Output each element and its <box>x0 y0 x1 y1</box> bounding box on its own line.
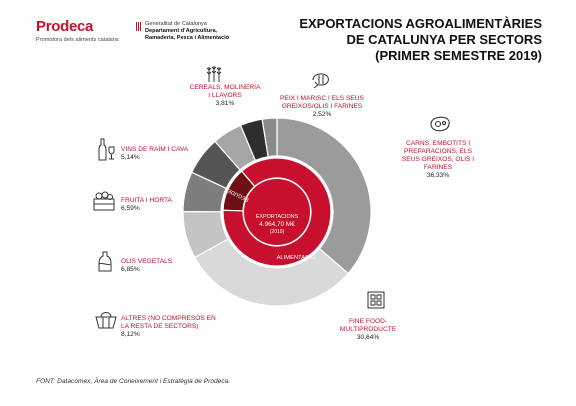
label-fruita-name-1: FRUITA I HORTA <box>121 197 172 204</box>
title-line-3: (PRIMER SEMESTRE 2019) <box>375 48 542 63</box>
label-olis-name-1: OLIS VEGETALS <box>121 258 173 265</box>
inner-segment-0 <box>222 157 332 267</box>
prodeca-logo: Prodeca Promotora dels aliments catalans <box>36 18 156 52</box>
generalitat-logo: Generalitat de Catalunya Departament d’A… <box>136 21 276 51</box>
label-fine-name-2: MULTIPRODUCTE <box>339 326 397 333</box>
label-altres-pct: 8,12% <box>121 331 140 338</box>
label-olis-pct: 6,85% <box>121 266 140 273</box>
wheat-icon <box>206 66 222 82</box>
label-peix-name-1: PEIX I MARISC I ELS SEUS <box>280 95 364 102</box>
label-carns: CARNS, EMBOTITS I PREPARACIONS, ELS SEUS… <box>392 140 484 180</box>
shrimp-icon <box>312 73 329 89</box>
label-cereals: CEREALS, MOLINERIA I LLAVORS 3,81% <box>180 84 270 108</box>
brand-name: Prodeca <box>36 18 94 35</box>
title-line-2: DE CATALUNYA PER SECTORS <box>346 32 542 47</box>
label-altres: ALTRES (NO COMPRESOS EN LA RESTA DE SECT… <box>121 315 231 339</box>
gov-line-3: Ramaderia, Pesca i Alimentació <box>145 35 230 41</box>
senyera-icon <box>136 22 141 31</box>
outer-segment-7 <box>261 117 278 158</box>
label-fruita: FRUITA I HORTA 6,59% <box>121 197 211 213</box>
basket-icon <box>95 312 117 329</box>
title-line-1: EXPORTACIONS AGROALIMENTÀRIES <box>299 16 542 31</box>
package-box-icon <box>367 291 385 309</box>
label-peix-pct: 2,52% <box>312 111 332 118</box>
label-fine-pct: 30,64% <box>356 334 380 341</box>
label-altres-name-2: LA RESTA DE SECTORS) <box>121 323 199 330</box>
label-cereals-name-2: I LLAVORS <box>208 92 242 99</box>
chart-title: EXPORTACIONS AGROALIMENTÀRIES DE CATALUN… <box>299 16 542 64</box>
label-peix: PEIX I MARISC I ELS SEUS GREIXOS/OLIS I … <box>268 95 376 119</box>
brand-tagline: Promotora dels aliments catalans <box>36 37 119 43</box>
label-altres-name-1: ALTRES (NO COMPRESOS EN <box>121 315 216 322</box>
label-carns-name-3: SEUS GREIXOS, OLIS I <box>401 156 475 163</box>
label-carns-name-2: PREPARACIONS, ELS <box>403 148 473 155</box>
gov-line-1: Generalitat de Catalunya <box>145 21 207 27</box>
inner-label-alimentacio: ALIMENTACIÓ <box>277 254 316 261</box>
outer-segment-0 <box>276 117 372 275</box>
center-line-3: (2019) <box>270 229 285 235</box>
center-text: EXPORTACIONS 4.964,70 M€ (2019) <box>256 214 299 235</box>
center-disc <box>244 179 310 245</box>
source-note: FONT: Datacomex, Àrea de Coneixement i E… <box>36 378 231 385</box>
label-carns-name-1: CARNS, EMBOTITS I <box>405 140 471 147</box>
fruit-crate-icon <box>93 191 115 211</box>
label-peix-name-2: GREIXOS/OLIS I FARINES <box>281 103 363 110</box>
center-line-2: 4.964,70 M€ <box>259 221 295 228</box>
label-vins-pct: 5,14% <box>121 154 140 161</box>
label-fine-name-1: FINE FOOD- <box>348 318 388 325</box>
wine-bottle-icon <box>98 138 115 161</box>
label-carns-pct: 36,33% <box>426 172 450 179</box>
label-vins: VINS DE RAÏM I CAVA 5,14% <box>121 146 211 162</box>
outer-ring <box>182 117 372 307</box>
label-olis: OLIS VEGETALS 6,85% <box>121 258 211 274</box>
meat-icon <box>430 116 450 132</box>
center-line-1: EXPORTACIONS <box>256 214 299 220</box>
label-vins-name-1: VINS DE RAÏM I CAVA <box>121 146 189 153</box>
gov-line-2: Departament d’Agricultura, <box>145 28 218 34</box>
outer-segment-1 <box>193 238 350 307</box>
label-fruita-pct: 6,59% <box>121 205 140 212</box>
label-carns-name-4: FARINES <box>423 164 453 171</box>
oil-bottle-icon <box>98 251 112 272</box>
label-fine-food: FINE FOOD- MULTIPRODUCTE 30,64% <box>325 318 411 342</box>
label-cereals-pct: 3,81% <box>215 100 235 107</box>
label-cereals-name-1: CEREALS, MOLINERIA <box>189 84 261 91</box>
inner-ring <box>222 157 332 267</box>
